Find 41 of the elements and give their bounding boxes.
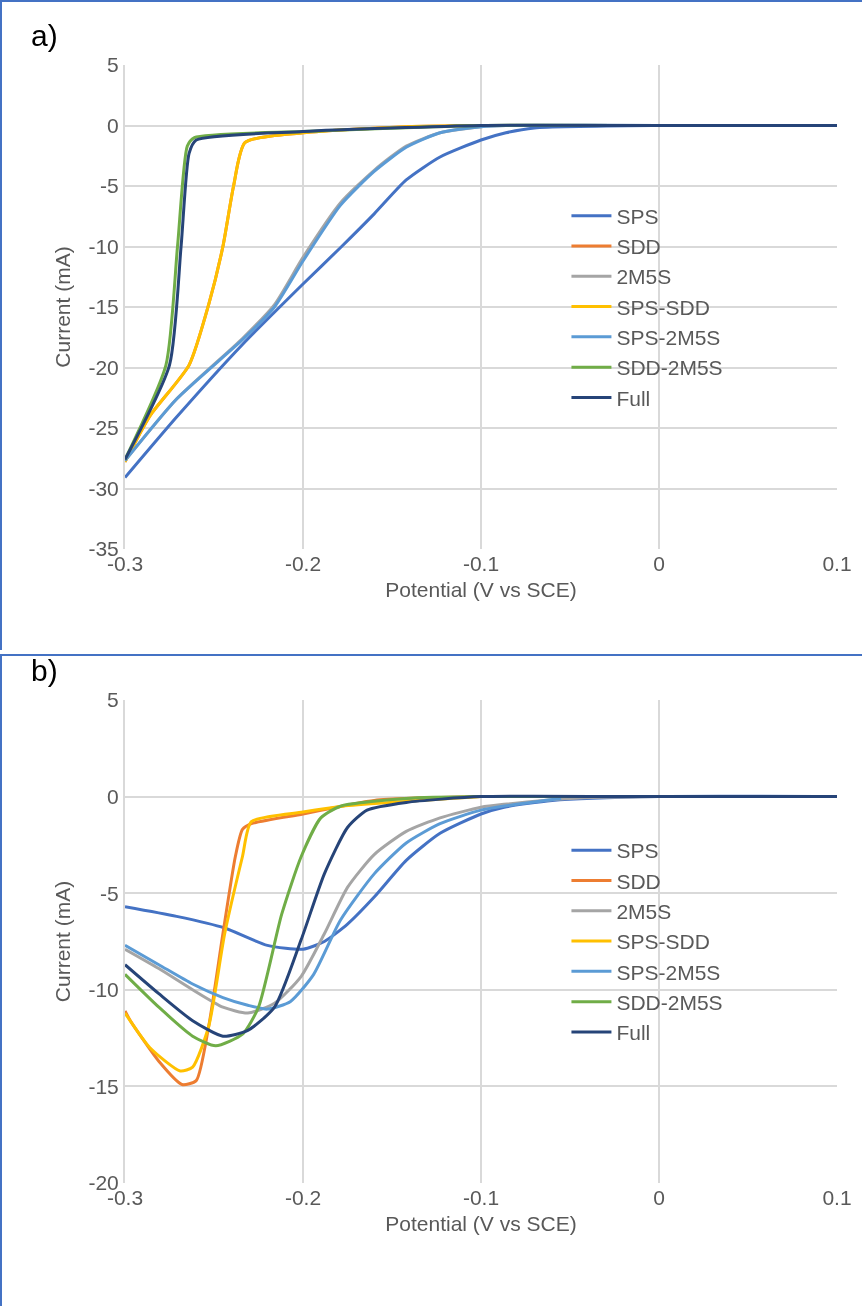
legend-label: SPS <box>616 839 659 863</box>
y-tick-label: -20 <box>88 355 119 379</box>
legend-label: SPS <box>616 204 659 228</box>
legend-label: SPS-SDD <box>616 295 710 319</box>
legend-label: SDD <box>616 869 661 893</box>
x-tick-label: -0.1 <box>462 552 500 575</box>
legend-label: Full <box>616 1021 651 1045</box>
x-tick-label: 0 <box>653 1186 665 1209</box>
x-tick-label: 0.1 <box>822 552 852 575</box>
y-tick-label: 5 <box>107 688 119 712</box>
legend-label: SDD <box>616 235 661 259</box>
y-tick-label: -30 <box>88 476 119 500</box>
y-tick-label: -15 <box>88 1074 119 1098</box>
x-tick-label: -0.1 <box>462 1186 500 1209</box>
y-tick-label: -10 <box>88 234 119 258</box>
y-axis-title: Current (mA) <box>51 880 75 1003</box>
text: a) <box>31 19 58 52</box>
legend-label: SDD-2M5S <box>616 356 723 380</box>
x-axis-title: Potential (V vs SCE) <box>385 578 577 602</box>
y-tick-label: -10 <box>88 978 119 1002</box>
legend-label: SPS-2M5S <box>616 960 721 984</box>
x-tick-label: -0.2 <box>284 552 322 575</box>
y-tick-label: -5 <box>100 881 119 905</box>
y-tick-label: 0 <box>107 784 119 808</box>
legend-label: 2M5S <box>616 899 672 923</box>
y-tick-label: 5 <box>107 53 119 77</box>
legend-label: SPS-SDD <box>616 930 710 954</box>
y-tick-label: -15 <box>88 295 119 319</box>
y-tick-label: -25 <box>88 416 119 440</box>
legend-label: 2M5S <box>616 265 672 289</box>
legend-label: SPS-2M5S <box>616 326 721 350</box>
y-axis-title: Current (mA) <box>51 246 75 368</box>
x-axis-title: Potential (V vs SCE) <box>385 1212 577 1236</box>
y-tick-label: 0 <box>107 113 119 137</box>
y-tick-label: -5 <box>100 174 119 198</box>
text: b) <box>31 654 58 687</box>
legend-label: SDD-2M5S <box>616 990 723 1014</box>
x-tick-label: 0.1 <box>822 1186 852 1209</box>
legend-label: Full <box>616 386 651 410</box>
x-tick-label: 0 <box>653 552 665 575</box>
x-tick-label: -0.2 <box>284 1186 322 1209</box>
